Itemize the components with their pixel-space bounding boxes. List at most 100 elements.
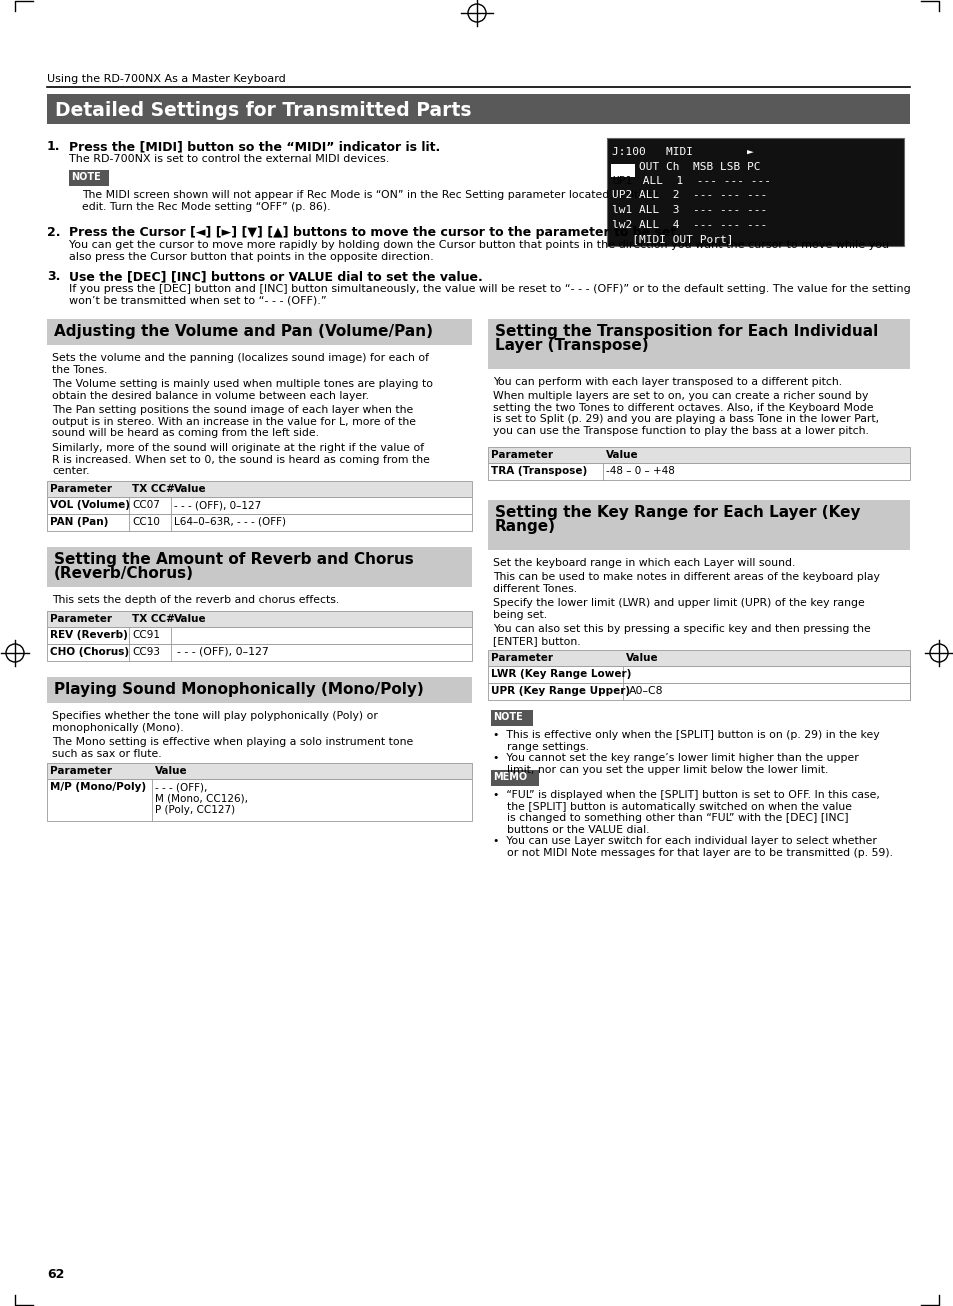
Text: Range): Range) xyxy=(495,518,556,534)
Text: - - - (OFF), 0–127: - - - (OFF), 0–127 xyxy=(177,646,269,657)
Bar xyxy=(47,515,472,532)
Text: UPR (Key Range Upper): UPR (Key Range Upper) xyxy=(491,686,630,696)
Text: You can also set this by pressing a specific key and then pressing the
[ENTER] b: You can also set this by pressing a spec… xyxy=(493,624,870,645)
Text: Parameter: Parameter xyxy=(50,614,112,624)
Bar xyxy=(488,319,909,370)
Text: The Pan setting positions the sound image of each layer when the
output is in st: The Pan setting positions the sound imag… xyxy=(52,405,416,439)
Text: The Mono setting is effective when playing a solo instrument tone
such as sax or: The Mono setting is effective when playi… xyxy=(52,737,413,759)
Text: lw2 ALL  4  --- --- ---: lw2 ALL 4 --- --- --- xyxy=(612,219,766,230)
Text: You can get the cursor to move more rapidly by holding down the Cursor button th: You can get the cursor to move more rapi… xyxy=(69,240,888,261)
Text: Parameter: Parameter xyxy=(491,451,553,460)
Text: Value: Value xyxy=(173,485,207,494)
Text: This sets the depth of the reverb and chorus effects.: This sets the depth of the reverb and ch… xyxy=(52,596,339,605)
Text: The Volume setting is mainly used when multiple tones are playing to
obtain the : The Volume setting is mainly used when m… xyxy=(52,379,433,401)
Text: •  This is effective only when the [SPLIT] button is on (p. 29) in the key
    r: • This is effective only when the [SPLIT… xyxy=(493,730,879,774)
Text: Value: Value xyxy=(625,653,658,663)
Text: Value: Value xyxy=(605,451,638,460)
Bar xyxy=(488,683,909,700)
Bar xyxy=(488,650,909,666)
Bar xyxy=(47,481,472,498)
Text: PAN (Pan): PAN (Pan) xyxy=(50,517,109,528)
Text: •  “FUL” is displayed when the [SPLIT] button is set to OFF. In this case,
    t: • “FUL” is displayed when the [SPLIT] bu… xyxy=(493,790,892,858)
Text: Playing Sound Monophonically (Mono/Poly): Playing Sound Monophonically (Mono/Poly) xyxy=(54,682,423,697)
Text: 3.: 3. xyxy=(47,270,60,283)
Text: The RD-700NX is set to control the external MIDI devices.: The RD-700NX is set to control the exter… xyxy=(69,154,389,165)
Text: CHO (Chorus): CHO (Chorus) xyxy=(50,646,129,657)
Text: TX CC#: TX CC# xyxy=(132,485,174,494)
Text: Similarly, more of the sound will originate at the right if the value of
R is in: Similarly, more of the sound will origin… xyxy=(52,443,430,477)
Bar xyxy=(488,464,909,481)
Text: Press the Cursor [◄] [►] [▼] [▲] buttons to move the cursor to the parameter to : Press the Cursor [◄] [►] [▼] [▲] buttons… xyxy=(69,226,680,239)
Text: L64–0–63R, - - - (OFF): L64–0–63R, - - - (OFF) xyxy=(173,517,286,528)
Text: Adjusting the Volume and Pan (Volume/Pan): Adjusting the Volume and Pan (Volume/Pan… xyxy=(54,324,433,340)
Text: [MIDI OUT Port]: [MIDI OUT Port] xyxy=(612,234,733,244)
Text: You can perform with each layer transposed to a different pitch.: You can perform with each layer transpos… xyxy=(493,377,841,387)
Text: -48 – 0 – +48: -48 – 0 – +48 xyxy=(605,466,674,475)
Text: ALL  1  --- --- ---: ALL 1 --- --- --- xyxy=(636,176,770,185)
Bar xyxy=(47,778,472,821)
Bar xyxy=(491,771,538,786)
Text: Use the [DEC] [INC] buttons or VALUE dial to set the value.: Use the [DEC] [INC] buttons or VALUE dia… xyxy=(69,270,482,283)
Bar xyxy=(47,677,472,703)
Text: TX CC#: TX CC# xyxy=(132,614,174,624)
Text: CC91: CC91 xyxy=(132,629,160,640)
Text: When multiple layers are set to on, you can create a richer sound by
setting the: When multiple layers are set to on, you … xyxy=(493,390,879,436)
Bar xyxy=(47,547,472,586)
Bar xyxy=(47,644,472,661)
Text: Parameter: Parameter xyxy=(491,653,553,663)
Bar xyxy=(606,138,903,246)
Bar xyxy=(488,447,909,464)
Text: Value: Value xyxy=(173,614,207,624)
Text: Specify the lower limit (LWR) and upper limit (UPR) of the key range
being set.: Specify the lower limit (LWR) and upper … xyxy=(493,598,863,619)
Text: Setting the Transposition for Each Individual: Setting the Transposition for Each Indiv… xyxy=(495,324,878,340)
Text: NOTE: NOTE xyxy=(493,712,522,722)
Text: 1.: 1. xyxy=(47,140,60,153)
Text: LWR (Key Range Lower): LWR (Key Range Lower) xyxy=(491,669,631,679)
Text: REV (Reverb): REV (Reverb) xyxy=(50,629,128,640)
Bar xyxy=(69,170,109,185)
Text: - - - (OFF), 0–127: - - - (OFF), 0–127 xyxy=(173,500,261,511)
Text: Layer (Transpose): Layer (Transpose) xyxy=(495,338,648,353)
Text: Sets the volume and the panning (localizes sound image) for each of
the Tones.: Sets the volume and the panning (localiz… xyxy=(52,353,429,375)
Bar xyxy=(47,763,472,778)
Text: A0–C8: A0–C8 xyxy=(628,686,662,696)
Text: If you press the [DEC] button and [INC] button simultaneously, the value will be: If you press the [DEC] button and [INC] … xyxy=(69,283,910,306)
Text: Setting the Amount of Reverb and Chorus: Setting the Amount of Reverb and Chorus xyxy=(54,552,414,567)
Bar xyxy=(491,710,533,726)
Text: Specifies whether the tone will play polyphonically (Poly) or
monophonically (Mo: Specifies whether the tone will play pol… xyxy=(52,710,377,733)
Text: Setting the Key Range for Each Layer (Key: Setting the Key Range for Each Layer (Ke… xyxy=(495,505,860,520)
Text: NOTE: NOTE xyxy=(71,172,101,182)
Text: MEMO: MEMO xyxy=(493,772,527,782)
Bar xyxy=(488,500,909,550)
Bar xyxy=(610,165,635,178)
Text: lw1 ALL  3  --- --- ---: lw1 ALL 3 --- --- --- xyxy=(612,205,766,215)
Text: 2.: 2. xyxy=(47,226,60,239)
Text: (Reverb/Chorus): (Reverb/Chorus) xyxy=(54,565,193,581)
Text: J:100   MIDI        ►: J:100 MIDI ► xyxy=(612,148,753,157)
Text: - - - (OFF),
M (Mono, CC126),
P (Poly, CC127): - - - (OFF), M (Mono, CC126), P (Poly, C… xyxy=(154,782,248,815)
Bar xyxy=(606,138,903,246)
Bar xyxy=(488,666,909,683)
Text: OUT Ch  MSB LSB PC: OUT Ch MSB LSB PC xyxy=(612,162,760,171)
Bar xyxy=(47,94,909,124)
Text: Parameter: Parameter xyxy=(50,767,112,776)
Text: TRA (Transpose): TRA (Transpose) xyxy=(491,466,587,475)
Text: Using the RD-700NX As a Master Keyboard: Using the RD-700NX As a Master Keyboard xyxy=(47,74,286,84)
Text: VOL (Volume): VOL (Volume) xyxy=(50,500,130,511)
Text: CC10: CC10 xyxy=(132,517,160,528)
Text: Detailed Settings for Transmitted Parts: Detailed Settings for Transmitted Parts xyxy=(55,101,471,120)
Text: UP2 ALL  2  --- --- ---: UP2 ALL 2 --- --- --- xyxy=(612,191,766,201)
Text: CC07: CC07 xyxy=(132,500,160,511)
Bar xyxy=(47,627,472,644)
Bar xyxy=(47,319,472,345)
Text: CC93: CC93 xyxy=(132,646,160,657)
Text: The MIDI screen shown will not appear if Rec Mode is “ON” in the Rec Setting par: The MIDI screen shown will not appear if… xyxy=(82,189,658,212)
Text: UP1: UP1 xyxy=(612,176,632,185)
Text: Set the keyboard range in which each Layer will sound.: Set the keyboard range in which each Lay… xyxy=(493,558,795,568)
Bar xyxy=(47,611,472,627)
Text: Press the [MIDI] button so the “MIDI” indicator is lit.: Press the [MIDI] button so the “MIDI” in… xyxy=(69,140,439,153)
Text: M/P (Mono/Poly): M/P (Mono/Poly) xyxy=(50,782,146,791)
Bar xyxy=(47,498,472,515)
Text: This can be used to make notes in different areas of the keyboard play
different: This can be used to make notes in differ… xyxy=(493,572,879,594)
Text: Parameter: Parameter xyxy=(50,485,112,494)
